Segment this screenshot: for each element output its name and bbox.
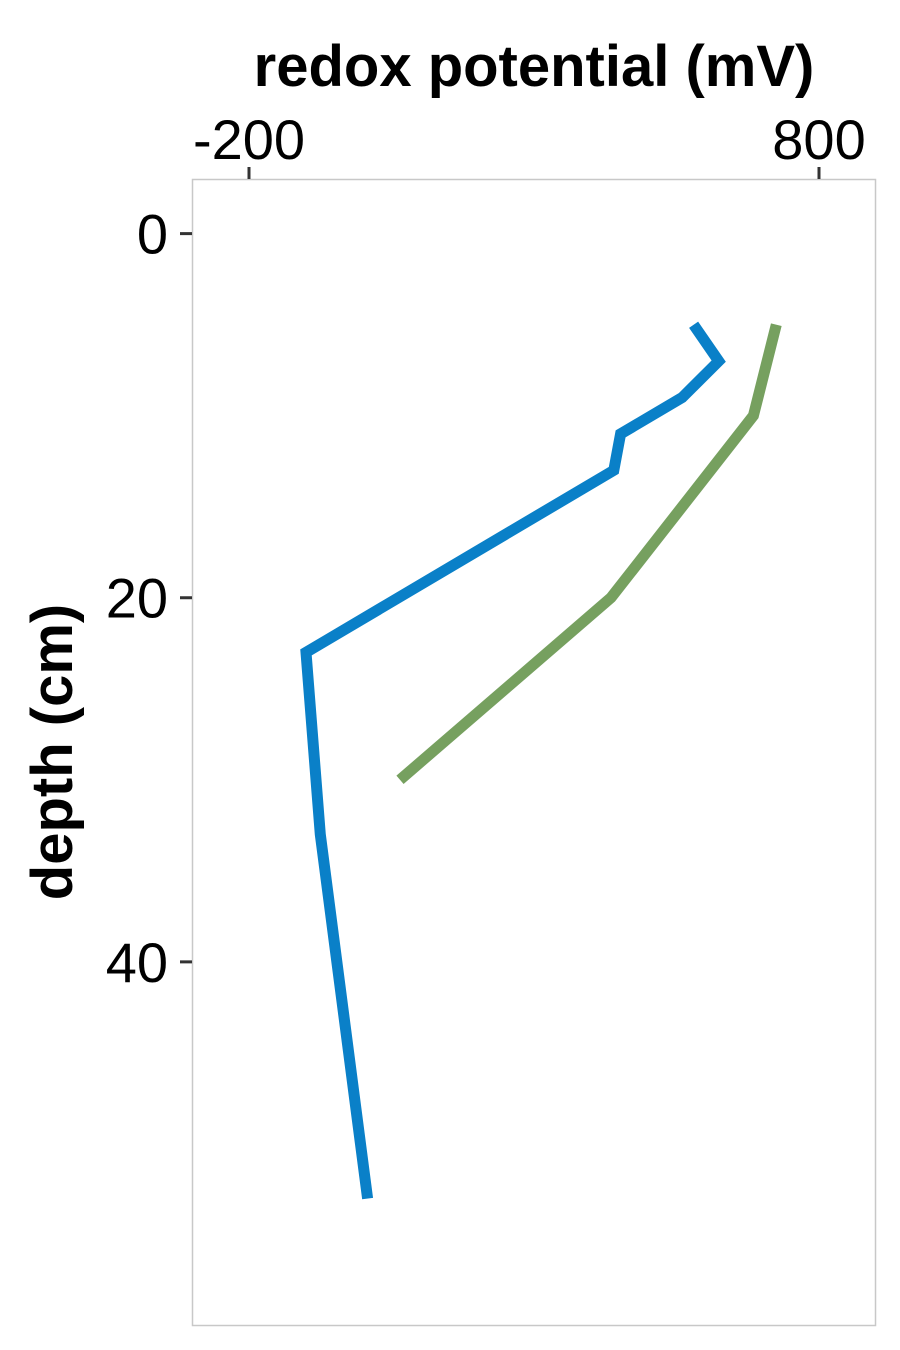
- plot-panel: [191, 178, 877, 1327]
- x-tick-label: -200: [193, 108, 305, 171]
- y-tick-label: 0: [137, 203, 168, 266]
- y-tick-label: 40: [106, 931, 168, 994]
- y-axis: 0 20 40: [106, 203, 192, 994]
- series-line-2: [396, 323, 782, 784]
- x-tick-label: 800: [772, 108, 865, 171]
- series-line-1: [300, 321, 726, 1200]
- y-axis-title: depth (cm): [20, 604, 85, 900]
- series-layer: [300, 321, 782, 1200]
- x-axis: -200 800: [193, 108, 866, 179]
- y-tick-label: 20: [106, 567, 168, 630]
- x-axis-title: redox potential (mV): [254, 34, 815, 99]
